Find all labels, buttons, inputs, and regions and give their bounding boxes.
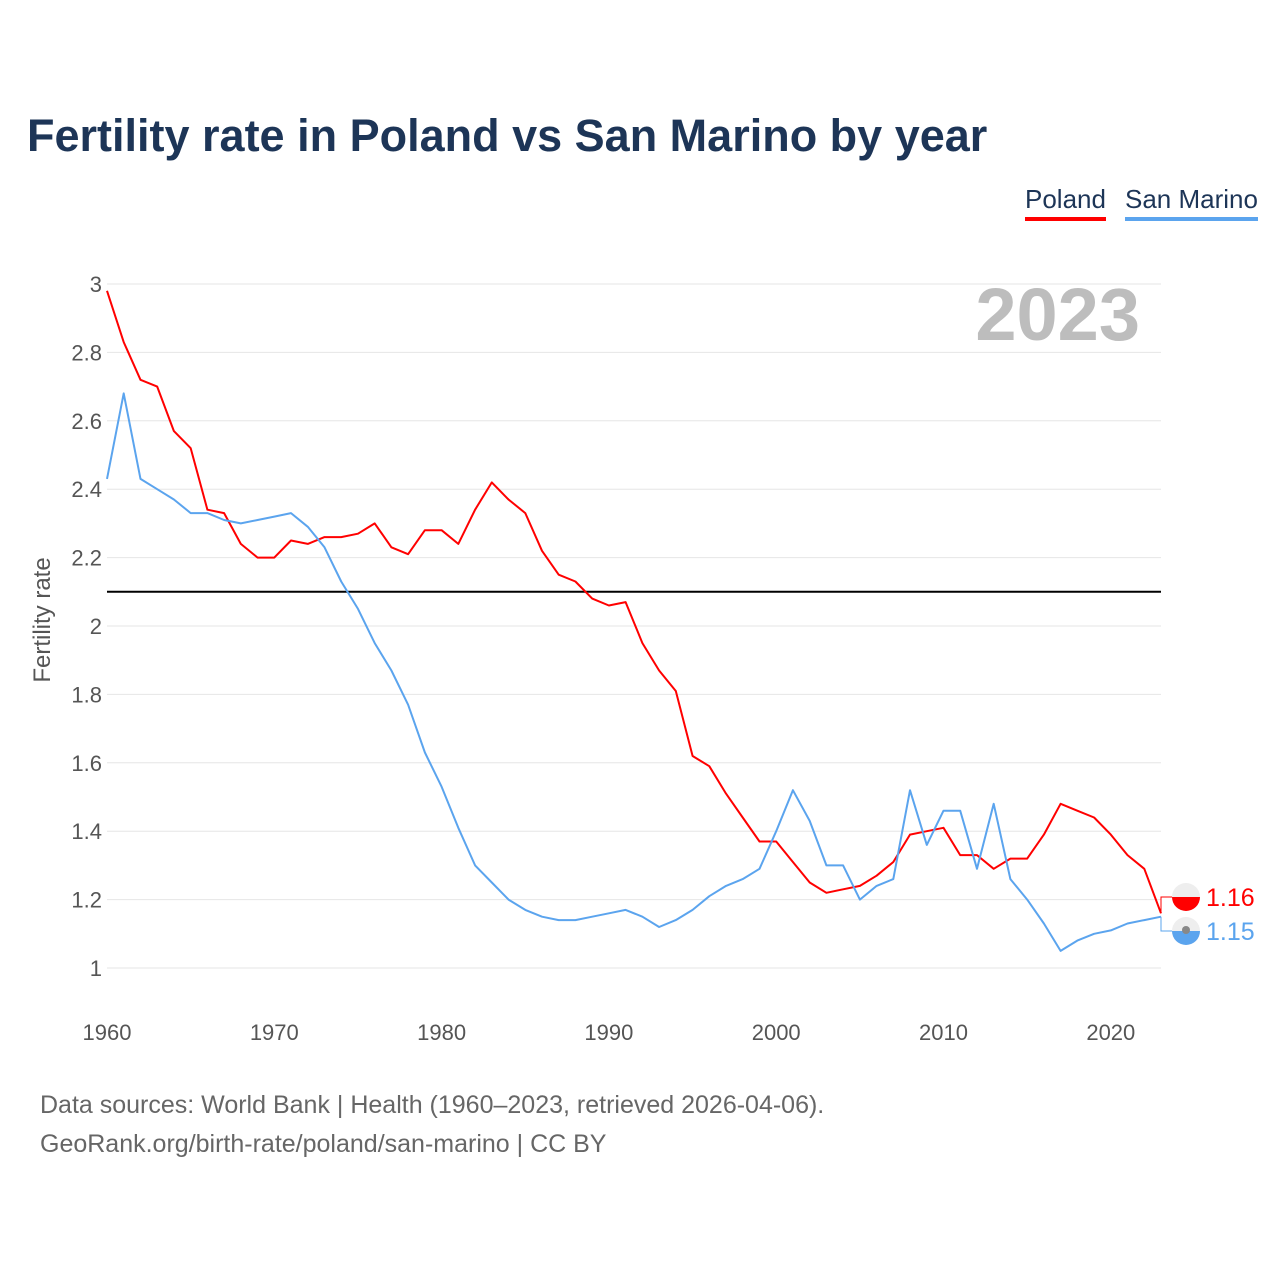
x-tick-label: 2010 [919,1020,968,1045]
y-tick-label: 1.8 [71,682,102,707]
legend-san-marino[interactable]: San Marino [1125,184,1258,221]
end-value-label: 1.15 [1206,918,1255,946]
flag-lower-half [1172,897,1200,911]
x-tick-label: 2020 [1086,1020,1135,1045]
y-axis-label: Fertility rate [29,557,56,682]
series-line-poland [106,290,1162,914]
source-link[interactable]: GeoRank.org/birth-rate/poland/san-marino… [40,1130,607,1158]
y-tick-label: 2.4 [71,477,102,502]
coat-of-arms-icon [1182,926,1190,934]
legend-poland[interactable]: Poland [1025,184,1106,221]
y-tick-label: 2.6 [71,409,102,434]
x-tick-label: 1960 [83,1020,132,1045]
year-label: 2023 [975,273,1140,356]
end-connector [1160,896,1172,914]
x-tick-label: 1970 [250,1020,299,1045]
y-tick-label: 3 [90,272,102,297]
x-tick-label: 1990 [584,1020,633,1045]
end-value-label: 1.16 [1206,884,1255,912]
y-tick-label: 2 [90,614,102,639]
x-tick-label: 2000 [752,1020,801,1045]
y-tick-label: 1.4 [71,819,102,844]
x-tick-label: 1980 [417,1020,466,1045]
data-source: Data sources: World Bank | Health (1960–… [40,1091,825,1119]
flag-lower-half [1172,931,1200,945]
chart-title: Fertility rate in Poland vs San Marino b… [27,110,988,161]
y-tick-label: 1.6 [71,751,102,776]
y-tick-label: 2.8 [71,340,102,365]
end-connector [1160,916,1172,932]
footer: Data sources: World Bank | Health (1960–… [40,1086,824,1164]
y-tick-label: 1.2 [71,888,102,913]
series-line-san-marino [106,392,1162,952]
y-tick-label: 1 [90,956,102,981]
y-tick-label: 2.2 [71,546,102,571]
